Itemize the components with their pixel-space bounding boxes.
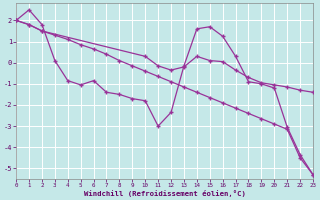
- X-axis label: Windchill (Refroidissement éolien,°C): Windchill (Refroidissement éolien,°C): [84, 190, 245, 197]
